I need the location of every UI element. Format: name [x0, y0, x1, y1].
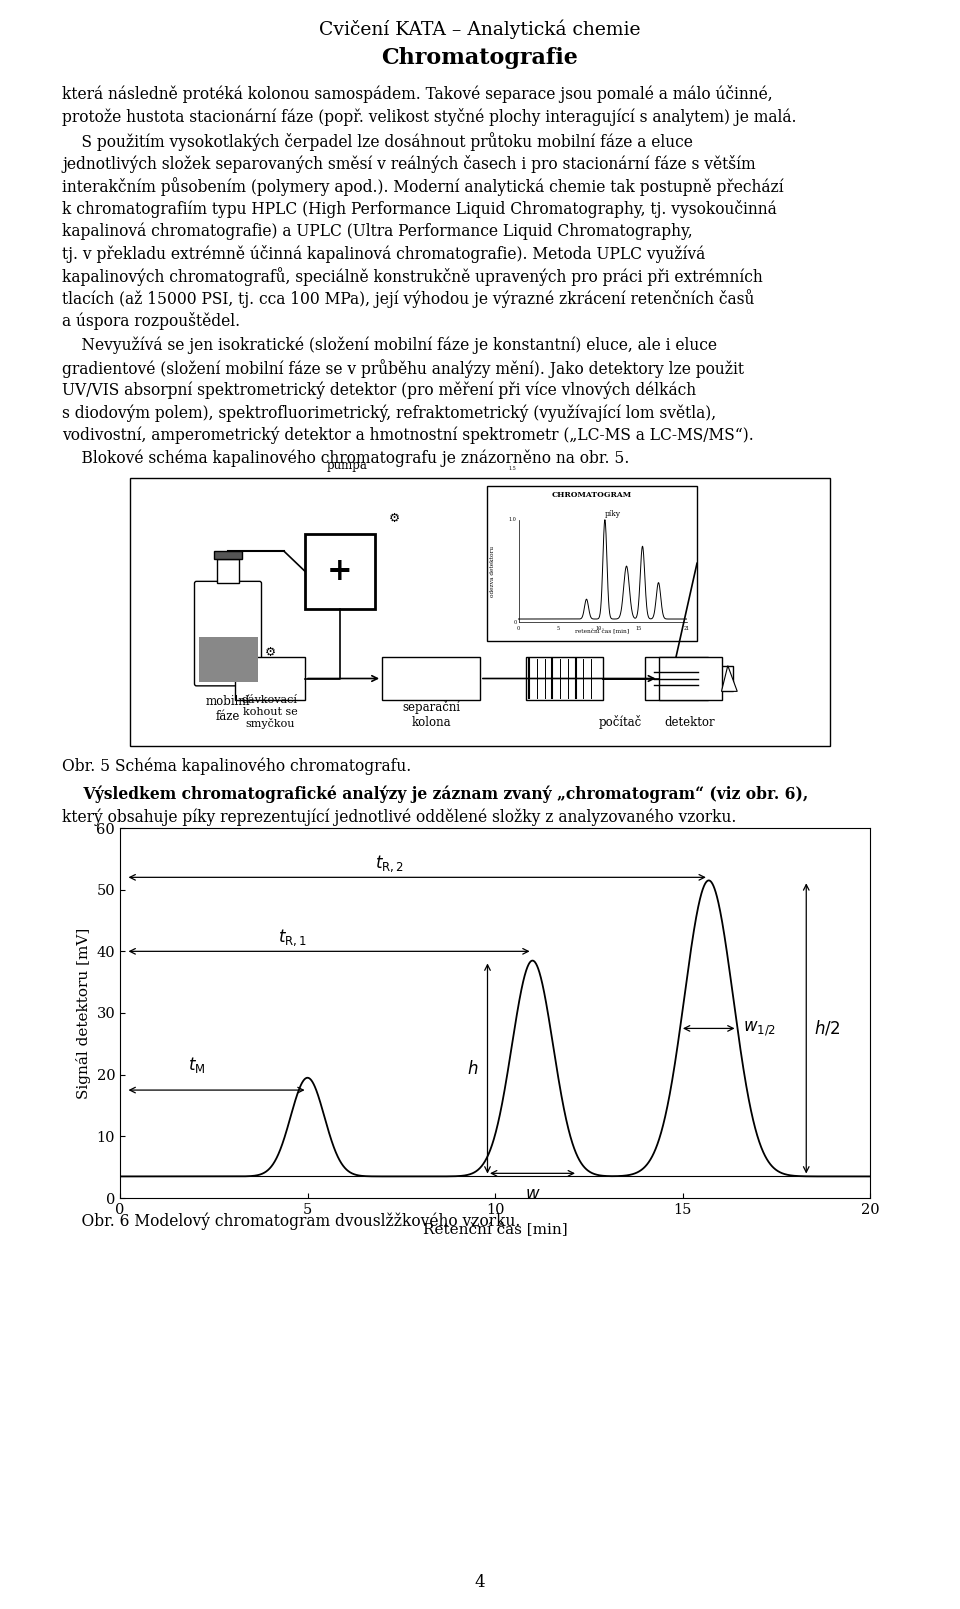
Text: pumpa: pumpa: [326, 459, 368, 471]
Text: 1.5: 1.5: [509, 467, 516, 471]
Text: s diodovým polem), spektrofluorimetrický, refraktometrický (využívající lom svět: s diodovým polem), spektrofluorimetrický…: [62, 404, 716, 422]
Bar: [525, 656, 603, 700]
Text: Cvičení KATA – Analytická chemie: Cvičení KATA – Analytická chemie: [320, 19, 640, 39]
Text: $w_{1/2}$: $w_{1/2}$: [743, 1018, 776, 1038]
Text: CHROMATOGRAM: CHROMATOGRAM: [552, 491, 632, 499]
Text: tj. v překladu extrémně účinná kapalinová chromatografie). Metoda UPLC využívá: tj. v překladu extrémně účinná kapalinov…: [62, 245, 706, 262]
Text: 0: 0: [514, 619, 516, 624]
Text: Obr. 6 Modelový chromatogram dvouslžžkového vzorku.: Obr. 6 Modelový chromatogram dvouslžžkov…: [62, 1213, 520, 1231]
Text: $h/2$: $h/2$: [814, 1018, 840, 1038]
Text: píky: píky: [605, 510, 621, 518]
Text: gradientové (složení mobilní fáze se v průběhu analýzy mění). Jako detektory lze: gradientové (složení mobilní fáze se v p…: [62, 359, 744, 378]
Text: +: +: [327, 555, 353, 587]
Text: 5: 5: [557, 626, 560, 631]
Text: 21: 21: [684, 626, 689, 631]
Text: ⚙: ⚙: [264, 647, 276, 660]
Bar: [130, 478, 830, 745]
Text: 4: 4: [474, 1574, 486, 1591]
FancyBboxPatch shape: [487, 486, 697, 640]
Text: dávkovací
kohout se
smyčkou: dávkovací kohout se smyčkou: [242, 695, 298, 729]
Text: kapalinových chromatografů, speciálně konstrukčně upravených pro práci při extré: kapalinových chromatografů, speciálně ko…: [62, 267, 763, 286]
Text: $t_\mathrm{M}$: $t_\mathrm{M}$: [187, 1054, 204, 1075]
FancyBboxPatch shape: [305, 534, 375, 608]
Text: separační
kolona: separační kolona: [402, 700, 460, 729]
Text: Výsledkem chromatografické analýzy je záznam zvaný „chromatogram“ (viz obr. 6),: Výsledkem chromatografické analýzy je zá…: [62, 785, 808, 803]
FancyBboxPatch shape: [644, 656, 708, 700]
Text: Obr. 5 Schéma kapalinového chromatografu.: Obr. 5 Schéma kapalinového chromatografu…: [62, 758, 411, 776]
FancyBboxPatch shape: [659, 656, 722, 700]
Bar: [217, 560, 239, 584]
Text: počítač: počítač: [598, 716, 641, 729]
Text: Chromatografie: Chromatografie: [381, 47, 579, 69]
Text: mobilní
fáze: mobilní fáze: [205, 695, 251, 722]
X-axis label: Retenční čas [min]: Retenční čas [min]: [422, 1223, 567, 1236]
Text: 0: 0: [516, 626, 520, 631]
Text: ⚙: ⚙: [389, 512, 400, 525]
Text: která následně protéká kolonou samospádem. Takové separace jsou pomalé a málo úč: která následně protéká kolonou samospáde…: [62, 85, 773, 103]
Text: detektor: detektor: [664, 716, 715, 729]
Bar: [714, 666, 732, 692]
Text: Nevyužívá se jen isokratické (složení mobilní fáze je konstantní) eluce, ale i e: Nevyužívá se jen isokratické (složení mo…: [62, 336, 717, 354]
Text: $t_\mathrm{R,2}$: $t_\mathrm{R,2}$: [375, 854, 404, 874]
Text: odezva detektoru: odezva detektoru: [490, 545, 494, 597]
Text: Blokové schéma kapalinového chromatografu je znázorněno na obr. 5.: Blokové schéma kapalinového chromatograf…: [62, 449, 630, 467]
Bar: [382, 656, 480, 700]
Text: vodivostní, amperometrický detektor a hmotnostní spektrometr („LC-MS a LC-MS/MS“: vodivostní, amperometrický detektor a hm…: [62, 426, 754, 444]
Text: $h$: $h$: [467, 1059, 478, 1078]
Text: který obsahuje píky reprezentující jednotlivé oddělené složky z analyzovaného vz: který obsahuje píky reprezentující jedno…: [62, 808, 736, 825]
Text: $w$: $w$: [525, 1186, 540, 1202]
Text: 10: 10: [595, 626, 602, 631]
Text: retenční čas [min]: retenční čas [min]: [575, 629, 630, 634]
Polygon shape: [722, 666, 737, 692]
Bar: [214, 552, 242, 560]
Bar: [235, 656, 305, 700]
Text: tlacích (až 15000 PSI, tj. cca 100 MPa), její výhodou je výrazné zkrácení retenč: tlacích (až 15000 PSI, tj. cca 100 MPa),…: [62, 290, 755, 309]
Text: 15: 15: [636, 626, 641, 631]
Text: 1.0: 1.0: [509, 516, 516, 523]
Bar: [199, 637, 257, 682]
Text: interakčním působením (polymery apod.). Moderní analytická chemie tak postupně p: interakčním působením (polymery apod.). …: [62, 177, 783, 196]
Text: a úspora rozpouštědel.: a úspora rozpouštědel.: [62, 312, 240, 330]
Text: k chromatografiím typu HPLC (High Performance Liquid Chromatography, tj. vysokou: k chromatografiím typu HPLC (High Perfor…: [62, 200, 777, 217]
Text: kapalinová chromatografie) a UPLC (Ultra Performance Liquid Chromatography,: kapalinová chromatografie) a UPLC (Ultra…: [62, 222, 692, 240]
Text: jednotlivých složek separovaných směsí v reálných časech i pro stacionární fáze : jednotlivých složek separovaných směsí v…: [62, 154, 756, 172]
Text: S použitím vysokotlakých čerpadel lze dosáhnout průtoku mobilní fáze a eluce: S použitím vysokotlakých čerpadel lze do…: [62, 132, 693, 151]
Text: $t_\mathrm{R,1}$: $t_\mathrm{R,1}$: [277, 928, 306, 948]
Y-axis label: Signál detektoru [mV]: Signál detektoru [mV]: [76, 927, 91, 1099]
Text: protože hustota stacionární fáze (popř. velikost styčné plochy interagující s an: protože hustota stacionární fáze (popř. …: [62, 108, 797, 126]
Text: UV/VIS absorpní spektrometrický detektor (pro měření při více vlnových délkách: UV/VIS absorpní spektrometrický detektor…: [62, 381, 696, 399]
FancyBboxPatch shape: [195, 581, 261, 685]
